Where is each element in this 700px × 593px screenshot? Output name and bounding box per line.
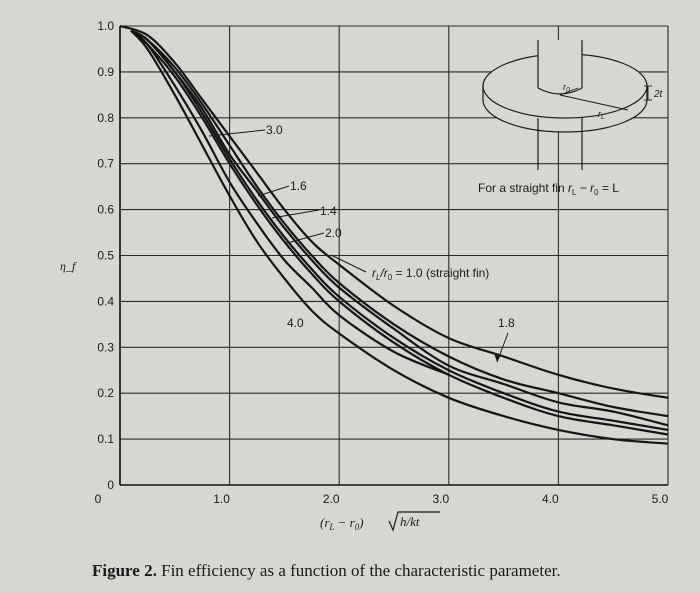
x-tick-label: 0 — [95, 492, 102, 506]
curve-labels: 3.0 1.6 1.4 2.0 4.0 1.8 rL/r0 = 1.0 (str… — [208, 123, 515, 363]
curve-rl-r0-1-4 — [130, 29, 669, 418]
label-4-0: 4.0 — [287, 316, 304, 330]
y-tick-label: 1.0 — [97, 19, 114, 33]
x-tick-label: 1.0 — [213, 492, 230, 506]
curve-rl-r0-1-8 — [130, 29, 669, 431]
x-tick-label: 3.0 — [432, 492, 449, 506]
curve-rl-r0-1-0 — [119, 24, 669, 399]
label-1-6: 1.6 — [290, 179, 307, 193]
svg-text:h/kt: h/kt — [400, 514, 420, 529]
inset-caption: For a straight fin rL − r0 = L — [478, 181, 619, 197]
label-1-0-straight-fin: rL/r0 = 1.0 (straight fin) — [372, 266, 489, 282]
x-tick-label: 4.0 — [542, 492, 559, 506]
y-tick-label: 0.2 — [97, 386, 114, 400]
x-tick-label: 5.0 — [652, 492, 669, 506]
curve-rl-r0-2-0 — [130, 29, 669, 436]
y-tick-label: 0.6 — [97, 203, 114, 217]
y-tick-label: 0 — [107, 478, 114, 492]
axes: 00.10.20.30.40.50.60.70.80.91.00 1.0 2.0 3.… — [95, 19, 669, 506]
fin-inset-diagram: r0 rL 2t For a straight fin rL − r0 = L — [478, 40, 664, 197]
label-1-4: 1.4 — [320, 204, 337, 218]
y-tick-label: 0.4 — [97, 294, 114, 308]
curves — [119, 24, 669, 445]
y-tick-label: 0.5 — [97, 249, 114, 263]
label-1-8: 1.8 — [498, 316, 515, 330]
svg-text:r0: r0 — [563, 82, 570, 94]
y-tick-label: 0.1 — [97, 432, 114, 446]
svg-text:rL: rL — [598, 109, 605, 121]
y-tick-label: 0.8 — [97, 111, 114, 125]
x-tick-label: 2.0 — [323, 492, 340, 506]
y-axis-label: η_f — [60, 259, 77, 273]
figure-caption: Figure 2. Fin efficiency as a function o… — [92, 561, 561, 580]
label-2-0: 2.0 — [325, 226, 342, 240]
thickness-label: 2t — [653, 89, 664, 100]
label-3-0: 3.0 — [266, 123, 283, 137]
x-axis-label: (rL − r0) h/kt — [320, 511, 440, 532]
curve-rl-r0-3-0 — [130, 29, 450, 376]
y-tick-label: 0.9 — [97, 65, 114, 79]
y-tick-label: 0.7 — [97, 157, 114, 171]
y-tick-label: 0.3 — [97, 340, 114, 354]
curve-rl-r0-4-0 — [130, 29, 669, 445]
svg-text:(rL − r0): (rL − r0) — [320, 515, 364, 532]
